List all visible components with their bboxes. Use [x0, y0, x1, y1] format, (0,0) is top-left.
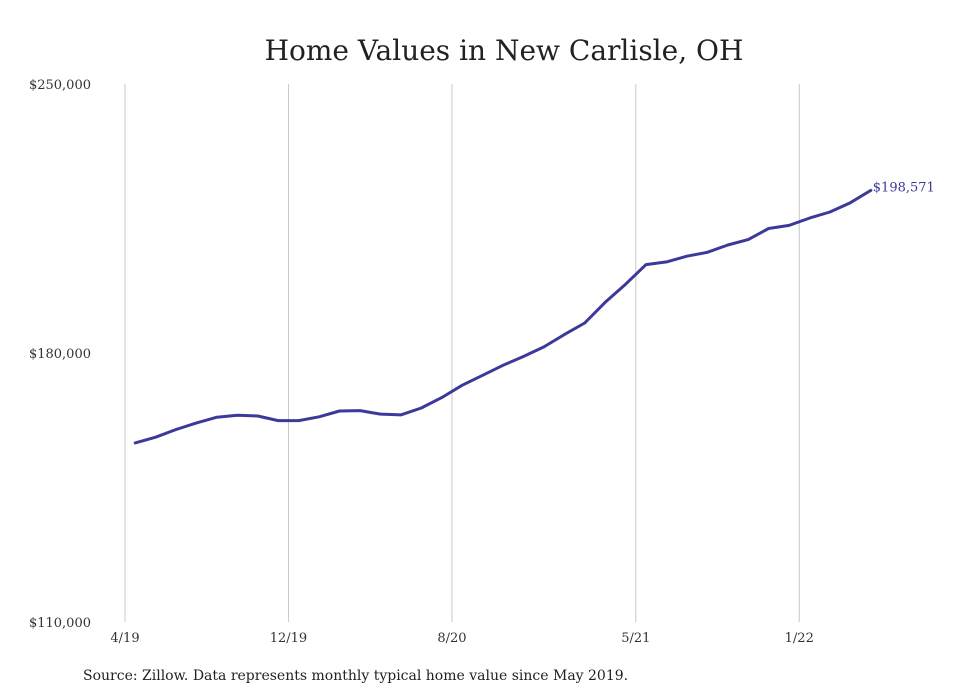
- data-point: [276, 419, 280, 422]
- data-point: [195, 421, 198, 425]
- series-layer: $198,571: [133, 180, 935, 445]
- data-point: [726, 243, 730, 247]
- data-point: [787, 224, 791, 227]
- data-point: [869, 189, 873, 192]
- data-point: [133, 441, 137, 445]
- data-point: [624, 282, 627, 286]
- data-point: [460, 383, 464, 387]
- data-point: [419, 406, 423, 410]
- end-value-label: $198,571: [873, 180, 935, 195]
- data-point: [481, 373, 484, 377]
- x-tick-label: 5/21: [621, 631, 650, 646]
- data-point: [808, 216, 811, 220]
- data-point: [399, 413, 403, 417]
- data-point: [236, 413, 239, 417]
- data-point: [379, 412, 382, 416]
- data-point: [154, 435, 157, 439]
- x-tick-label: 1/22: [785, 631, 814, 646]
- chart-title: Home Values in New Carlisle, OH: [265, 34, 744, 67]
- data-point: [297, 419, 300, 422]
- series-line: [133, 188, 873, 445]
- y-tick-label: $110,000: [29, 616, 91, 631]
- data-point: [501, 363, 505, 367]
- y-tick-label: $180,000: [29, 347, 91, 362]
- data-point: [665, 260, 668, 264]
- data-point: [256, 414, 260, 418]
- x-tick-label: 12/19: [270, 631, 307, 646]
- x-tick-label: 4/19: [110, 631, 139, 646]
- data-point: [215, 415, 219, 419]
- data-point: [746, 238, 750, 241]
- data-point: [358, 409, 362, 412]
- x-axis-ticks: 4/19 12/19 8/20 5/21 1/22: [110, 631, 813, 646]
- x-tick-label: 8/20: [437, 631, 466, 646]
- y-tick-label: $250,000: [29, 78, 91, 93]
- data-point: [583, 321, 587, 325]
- data-point: [706, 251, 709, 254]
- data-point: [562, 333, 566, 336]
- data-point: [542, 345, 546, 349]
- data-point: [603, 300, 607, 304]
- data-point: [317, 415, 321, 419]
- grid-lines: [124, 84, 800, 622]
- data-point: [685, 254, 689, 258]
- data-point: [849, 201, 852, 205]
- data-point: [522, 355, 525, 358]
- data-point: [767, 227, 770, 230]
- y-axis-ticks: $110,000 $180,000 $250,000: [29, 78, 91, 631]
- data-point: [644, 263, 648, 266]
- data-point: [338, 409, 341, 413]
- source-note: Source: Zillow. Data represents monthly …: [83, 668, 629, 684]
- data-point: [828, 210, 832, 214]
- data-point: [174, 428, 178, 431]
- data-point: [440, 396, 444, 399]
